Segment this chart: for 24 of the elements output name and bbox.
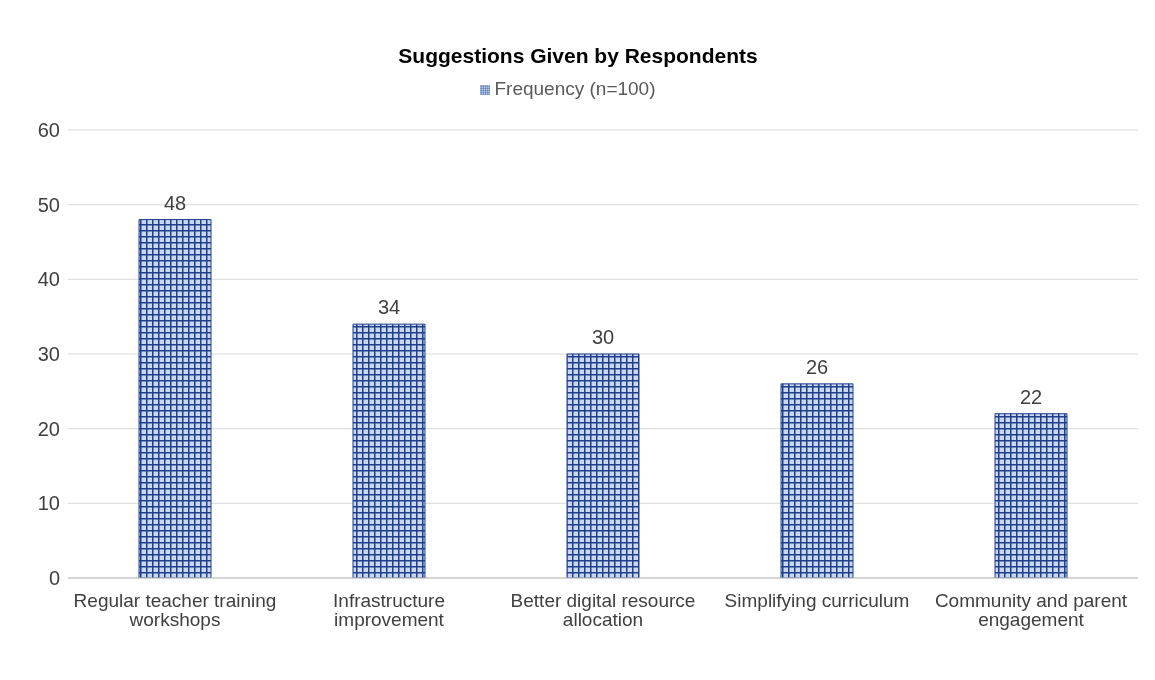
x-tick-label: Simplifying curriculum [724, 590, 910, 612]
y-tick-label: 0 [48, 567, 60, 590]
data-label: 30 [591, 326, 615, 348]
legend-label: Frequency (n=100) [494, 78, 656, 99]
data-label: 34 [377, 296, 401, 319]
data-label: 26 [805, 355, 829, 378]
y-tick-label: 60 [37, 119, 60, 142]
data-label: 22 [1019, 385, 1043, 408]
x-tick-label: Better digital resource allocation [510, 590, 696, 631]
x-tick-label: Infrastructure improvement [333, 590, 445, 631]
bar [138, 219, 212, 578]
x-tick-label: Regular teacher training workshops [73, 590, 277, 631]
y-tick-label: 40 [37, 268, 60, 291]
y-tick-label: 30 [37, 343, 60, 366]
chart-title: Suggestions Given by Respondents [397, 43, 759, 68]
bar [780, 383, 854, 578]
y-tick-label: 20 [37, 417, 60, 440]
y-tick-label: 10 [37, 492, 60, 515]
bar [994, 413, 1068, 578]
y-tick-label: 50 [37, 193, 60, 216]
bar [352, 323, 426, 578]
data-label: 48 [163, 191, 187, 214]
x-tick-label: Community and parent engagement [934, 590, 1128, 631]
bar [566, 353, 640, 578]
